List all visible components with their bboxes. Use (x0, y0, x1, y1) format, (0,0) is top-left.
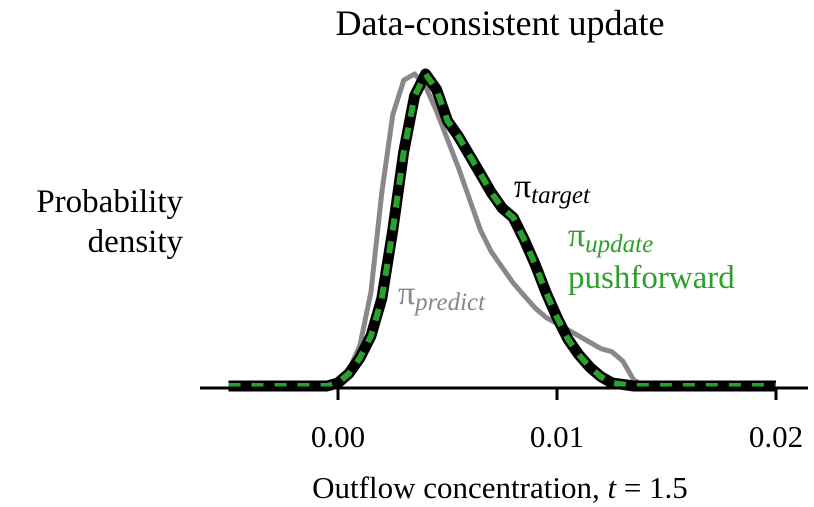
label-target-symbol: π (514, 168, 531, 205)
x-axis-label-suffix: = 1.5 (616, 470, 688, 505)
label-predict-subscript: predict (413, 289, 486, 316)
label-target-subscript: target (531, 182, 591, 209)
series-line-update (228, 71, 776, 389)
label-update-symbol: π (568, 217, 585, 254)
label-predict-symbol: π (398, 275, 415, 312)
label-pushforward: pushforward (568, 260, 735, 296)
series-line-predict (228, 71, 776, 389)
x-tick-label: 0.02 (749, 419, 803, 454)
chart-title: Data-consistent update (336, 3, 665, 43)
label-target: πtarget (514, 168, 591, 209)
series-line-target (228, 68, 776, 392)
y-axis-label-line-2: density (88, 224, 184, 260)
x-tick-label: 0.00 (311, 419, 365, 454)
x-axis-label-prefix: Outflow concentration, (312, 470, 607, 505)
plot-area (228, 68, 776, 392)
label-update-subscript: update (585, 231, 653, 258)
x-axis-label-variable: t (607, 470, 617, 505)
y-axis-label-line-1: Probability (36, 184, 183, 220)
x-axis-label: Outflow concentration, t = 1.5 (312, 470, 688, 505)
x-axis-ticks: 0.00 0.01 0.02 (311, 388, 803, 454)
label-predict: πpredict (398, 275, 486, 316)
x-tick-label: 0.01 (530, 419, 584, 454)
label-update: πupdate (568, 217, 653, 258)
